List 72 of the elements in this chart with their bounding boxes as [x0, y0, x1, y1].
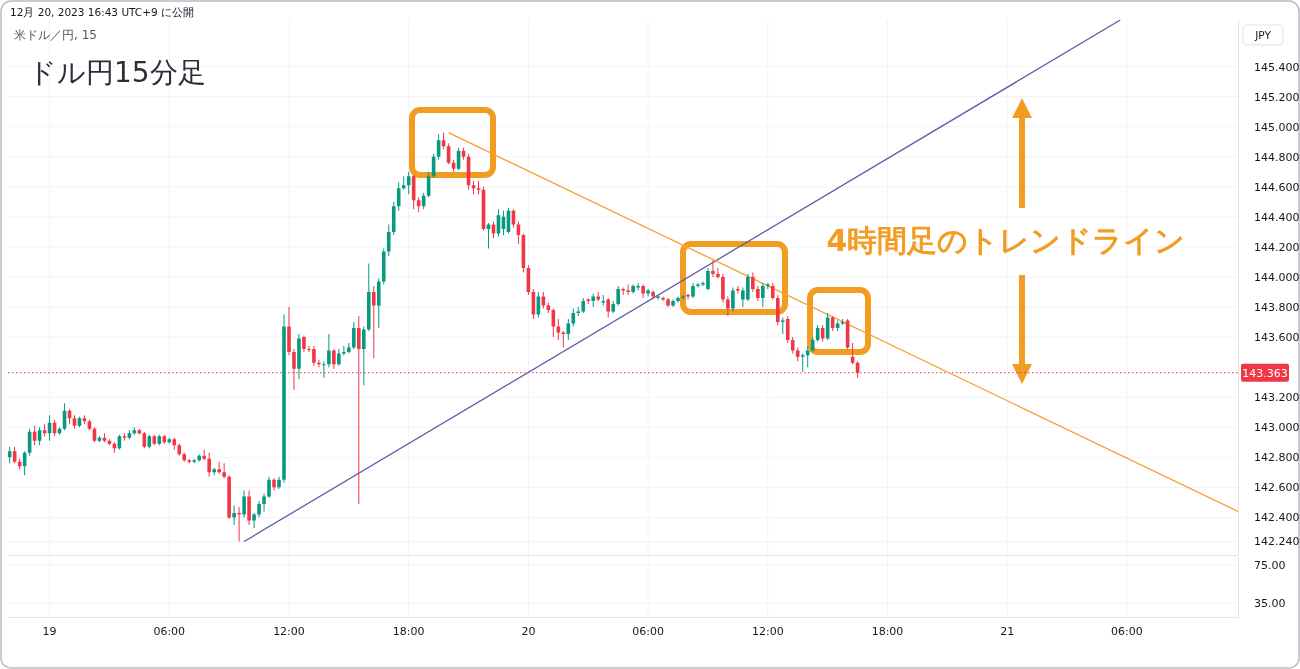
candlestick: [217, 461, 221, 474]
candlestick: [366, 263, 371, 332]
annotation: 4時間足のトレンドライン: [826, 223, 1186, 258]
y-tick-label: 142.600: [1254, 481, 1300, 495]
candlestick: [596, 292, 601, 302]
candlestick: [671, 299, 675, 308]
candlestick: [371, 286, 376, 359]
candlestick: [611, 301, 615, 314]
candlestick: [766, 282, 770, 289]
candlestick: [651, 290, 655, 300]
candlestick: [810, 337, 815, 353]
x-tick-label: 18:00: [392, 625, 425, 638]
y-tick-label: 143.200: [1254, 391, 1300, 405]
candlestick: [122, 433, 127, 441]
y-tick-label: 142.800: [1254, 451, 1300, 465]
y-tick-label: 145.000: [1254, 120, 1300, 134]
candlestick: [691, 282, 695, 299]
y-tick-label: 144.200: [1254, 240, 1300, 254]
candlestick: [736, 286, 740, 294]
x-tick-label: 12:00: [751, 625, 784, 638]
candlestick: [202, 449, 206, 461]
y-tick-label: 144.000: [1254, 270, 1300, 284]
x-tick-label: 06:00: [1111, 625, 1143, 638]
candlestick: [840, 319, 845, 326]
y-tick-label: 144.800: [1254, 150, 1300, 164]
candlestick: [237, 506, 241, 542]
text: 12月 20, 2023 16:43 UTC+9 に公開: [10, 6, 195, 18]
candlestick: [761, 282, 765, 308]
candlestick: [641, 284, 645, 299]
text: ドル円15分足: [28, 56, 206, 89]
text: JPY: [1254, 29, 1272, 41]
candlestick: [187, 458, 192, 464]
candlestick: [661, 296, 665, 302]
y-tick-label: 143.600: [1254, 331, 1300, 345]
candlestick: [601, 295, 606, 306]
annotation: 米ドル／円, 15: [14, 28, 97, 42]
candlestick: [401, 176, 406, 190]
candlestick: [716, 267, 720, 279]
y-tick-label: 144.400: [1254, 210, 1300, 224]
x-tick-label: 21: [1000, 625, 1015, 638]
candlestick: [621, 287, 625, 296]
candlestick: [800, 353, 805, 372]
y-tick-label: 145.200: [1254, 90, 1300, 104]
y-tick-label: 35.00: [1254, 597, 1286, 611]
x-tick-label: 19: [42, 625, 57, 638]
y-tick-label: 144.600: [1254, 180, 1300, 194]
y-tick-label: 143.000: [1254, 421, 1300, 435]
candlestick: [342, 346, 346, 356]
x-tick-label: 06:00: [153, 625, 186, 638]
candlestick: [376, 278, 381, 329]
candlestick: [192, 458, 197, 464]
y-tick-label: 143.800: [1254, 301, 1300, 315]
y-tick-label: 75.00: [1254, 558, 1286, 572]
candlestick: [222, 463, 226, 479]
y-tick-label: 142.400: [1254, 511, 1300, 525]
x-tick-label: 12:00: [273, 625, 305, 638]
candlestick: [322, 361, 326, 378]
candlestick: [352, 322, 356, 350]
ref-line-label: 143.363: [1242, 366, 1288, 380]
y-tick-label: 142.240: [1254, 535, 1300, 549]
candlestick: [571, 308, 576, 327]
x-tick-label: 18:00: [871, 625, 904, 638]
candlestick: [790, 337, 795, 354]
candlestick: [686, 293, 690, 300]
candlestick: [711, 260, 715, 277]
y-tick-label: 145.400: [1254, 60, 1300, 74]
candlestick: [262, 493, 266, 512]
candlestick: [581, 298, 586, 314]
candlestick: [646, 289, 650, 297]
x-tick-label: 06:00: [632, 625, 664, 638]
x-tick-label: 20: [521, 625, 536, 638]
candlestick: [696, 282, 700, 288]
